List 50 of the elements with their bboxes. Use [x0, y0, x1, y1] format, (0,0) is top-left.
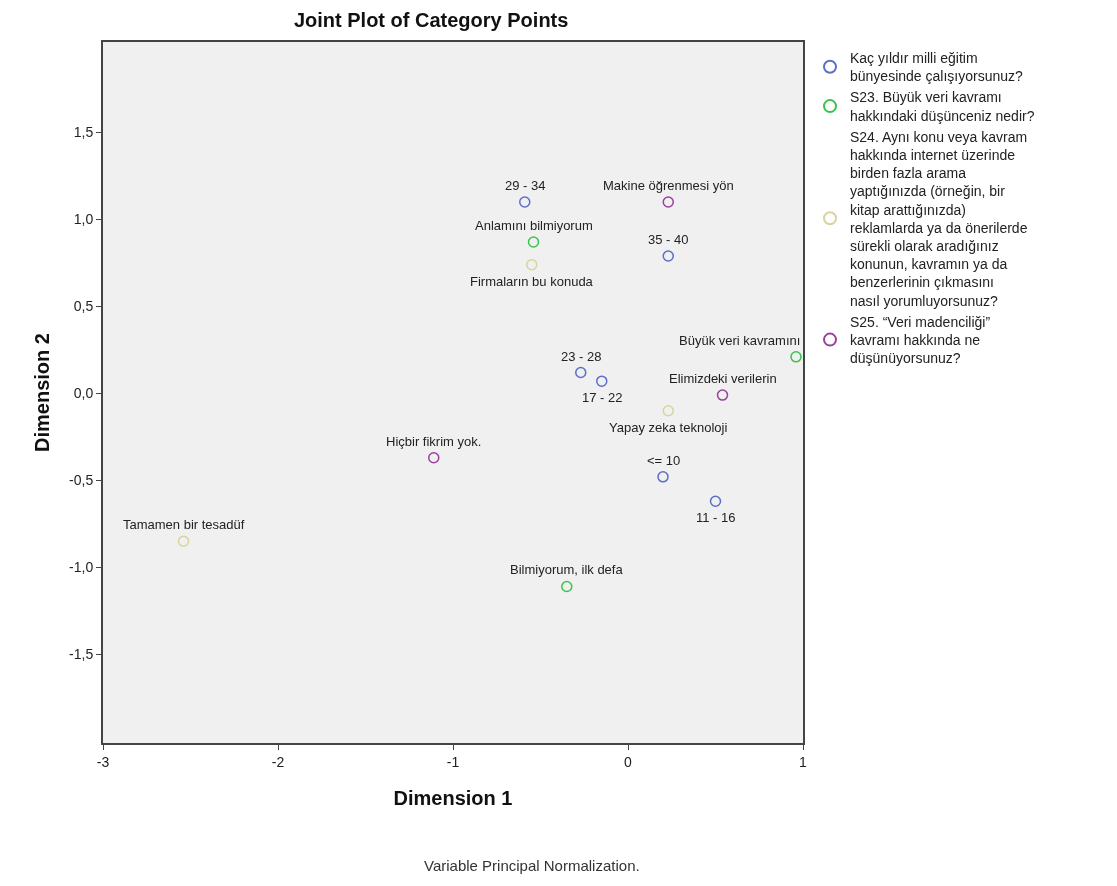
- annotation: 17 - 22: [582, 390, 623, 405]
- y-tick-label: -1,5: [69, 646, 94, 663]
- legend-label: S25. “Veri madenciliği” kavramı hakkında ne düşünüyorsunuz?: [850, 313, 991, 367]
- legend-label: S23. Büyük veri kavramı hakkındaki düşünceniz nedir?: [850, 89, 1035, 124]
- y-axis-title: Dimension 2: [31, 333, 54, 452]
- annotation: 29 - 34: [505, 178, 546, 193]
- point: [428, 451, 440, 464]
- point: [177, 535, 190, 547]
- annotation: 11 - 16: [696, 510, 736, 525]
- y-tick-label: 1,5: [73, 124, 94, 141]
- point: [662, 405, 674, 417]
- x-tick-label: -2: [271, 753, 285, 770]
- annotation: Makine öğrenmesi yön: [603, 178, 734, 193]
- text: S24. Aynı konu veya kavram hakkında internet üzerinde birden fazla arama yaptığınızda (örneğin, bir kitap arattığınızda) reklamlarda ya da önerilerde sürekli olarak aradığınız konunun, kavramın ya da benzerlerinin çıkmasını nasıl yorumluyorsunuz?: [850, 128, 1028, 309]
- point: [519, 196, 531, 208]
- annotation: Anlamını bilmiyorum: [475, 218, 593, 233]
- annotation: Firmaların bu konuda: [470, 274, 594, 289]
- point: [575, 366, 587, 379]
- point: [527, 236, 540, 248]
- x-axis-title: Dimension 1: [393, 786, 513, 809]
- y-tick-label: -0,5: [69, 472, 94, 489]
- annotation: Hiçbir fikrim yok.: [386, 434, 482, 449]
- point: [790, 351, 802, 363]
- annotation: Büyük veri kavramını: [679, 333, 801, 348]
- x-tick-label: 0: [624, 753, 633, 770]
- point: [662, 250, 674, 262]
- annotation: Tamamen bir tesadüf: [123, 517, 245, 532]
- y-tick-label: 0,5: [73, 298, 94, 315]
- legend-label: Kaç yıldır milli eğitim bünyesinde çalışıyorsunuz?: [850, 50, 1023, 85]
- point: [662, 196, 674, 208]
- x-tick-label: 1: [799, 753, 808, 770]
- chart-title: Joint Plot of Category Points: [293, 9, 569, 32]
- annotation: 35 - 40: [648, 232, 689, 247]
- point: [526, 258, 538, 271]
- point: [657, 471, 669, 483]
- point: [561, 580, 573, 593]
- y-tick-label: 1,0: [73, 211, 94, 228]
- x-tick-label: -1: [446, 753, 460, 770]
- annotation: Elimizdeki verilerin: [669, 371, 777, 386]
- y-tick-label: -1,0: [69, 559, 94, 576]
- point: [596, 375, 608, 387]
- point: [709, 495, 722, 507]
- annotation: Bilmiyorum, ilk defa: [510, 562, 624, 577]
- x-tick-label: -3: [96, 753, 110, 770]
- point: [716, 389, 729, 401]
- annotation: Yapay zeka teknoloji: [609, 420, 728, 435]
- y-tick-label: 0,0: [73, 385, 94, 402]
- annotation: 23 - 28: [561, 349, 602, 364]
- text: Variable Principal Normalization.: [424, 857, 640, 874]
- annotation: <= 10: [647, 453, 681, 468]
